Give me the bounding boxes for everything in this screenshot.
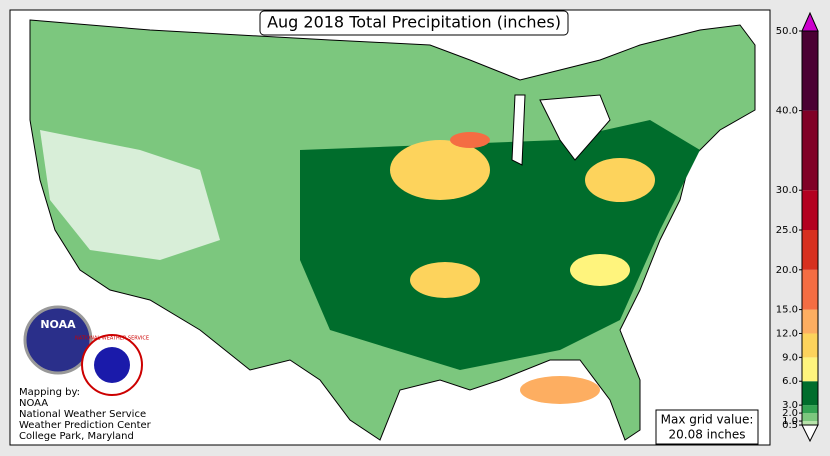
colorbar-segment [802,357,818,382]
max-value: 20.08 inches [669,428,746,442]
colorbar-tick-label: 40.0 [776,106,798,117]
lake [511,94,526,166]
title-box [259,10,569,36]
noaa-logo [23,305,93,375]
colorbar-tick-label: 3.0 [782,400,798,411]
colorbar-segment [802,110,818,191]
colorbar-tick-label: 9.0 [782,352,798,363]
nws-logo-text: NATIONAL WEATHER SERVICE [75,336,149,342]
rain-patch [410,262,480,298]
rain-patch [570,254,630,286]
colorbar-frame [801,30,819,426]
colorbar-segment [802,333,818,358]
map [29,19,756,441]
colorbar-segment [802,31,818,111]
nws-logo-center [94,347,130,383]
colorbar-segment [802,405,818,414]
credit-line: College Park, Maryland [19,431,134,442]
max-value-box [655,409,759,445]
colorbar-segment [802,269,818,310]
colorbar-tick-label: 12.0 [776,328,798,339]
colorbar-tick-label: 0.5 [782,420,798,431]
lake [539,94,611,161]
colorbar-tick-label: 20.0 [776,265,798,276]
credit-line: Weather Prediction Center [19,420,152,431]
dry-area [40,130,220,260]
colorbar-segment [802,413,818,422]
colorbar-segment [802,190,818,230]
rain-patch [585,158,655,202]
colorbar-tick-label: 2.0 [782,408,798,419]
noaa-logo-text: NOAA [40,318,76,331]
colorbar-tick-label: 30.0 [776,185,798,196]
colorbar-segment [802,309,818,334]
credit-line: National Weather Service [19,409,146,420]
colorbar-tick-label: 15.0 [776,305,798,316]
max-value-label: Max grid value: [661,413,754,427]
colorbar-segment [802,381,818,406]
rain-patch [450,132,490,148]
rain-patch [390,140,490,200]
colorbar-tick-label: 25.0 [776,225,798,236]
credit-line: NOAA [19,398,48,409]
title: Aug 2018 Total Precipitation (inches) [267,13,561,32]
credit-line: Mapping by: [19,387,80,398]
colorbar-tick-label: 50.0 [776,26,798,37]
colorbar-tick-label: 1.0 [782,416,798,427]
rain-patch [520,376,600,404]
colorbar-tick-label: 6.0 [782,376,798,387]
colorbar-segment [802,421,818,426]
colorbar-segment [802,230,818,270]
